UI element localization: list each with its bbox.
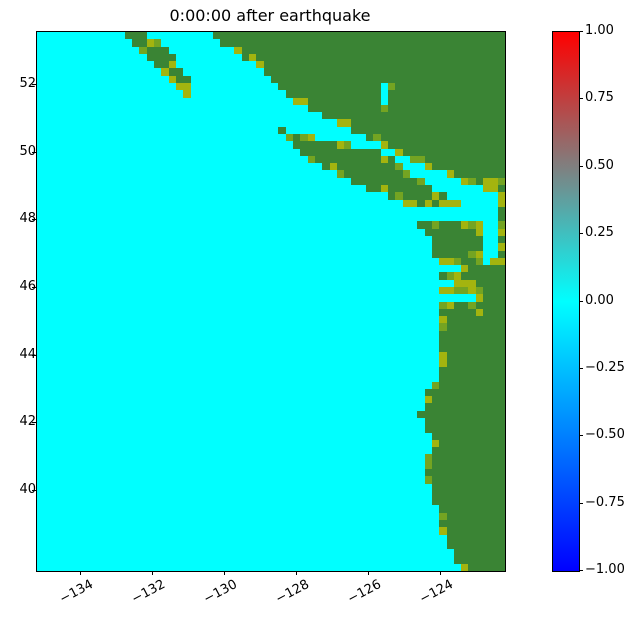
y-axis-tick — [32, 151, 36, 153]
x-axis-tick — [151, 571, 153, 575]
y-axis-tick-label: 52 — [19, 76, 36, 92]
y-axis-tick — [32, 422, 36, 424]
y-axis-tick — [32, 489, 36, 491]
x-axis-tick — [79, 571, 81, 575]
colorbar-tick-label: 0.00 — [585, 292, 614, 308]
x-axis-tick-label: −126 — [345, 577, 384, 608]
y-axis-tick-label: 40 — [19, 481, 36, 497]
colorbar-tick-label: −0.75 — [585, 494, 625, 510]
colorbar-tick — [579, 502, 583, 504]
x-axis-tick — [439, 571, 441, 575]
x-axis-tick — [223, 571, 225, 575]
x-axis-tick — [295, 571, 297, 575]
y-axis-tick-label: 44 — [19, 346, 36, 362]
map-axes — [36, 31, 506, 572]
x-axis-tick-label: −134 — [57, 577, 96, 608]
x-axis-tick — [367, 571, 369, 575]
y-axis-tick-label: 42 — [19, 414, 36, 430]
x-axis-tick-label: −130 — [201, 577, 240, 608]
y-axis-tick — [32, 354, 36, 356]
plot-title: 0:00:00 after earthquake — [169, 6, 371, 25]
colorbar-tick-label: 0.25 — [585, 225, 614, 241]
colorbar-tick — [579, 233, 583, 235]
y-axis-tick-label: 48 — [19, 211, 36, 227]
colorbar-tick-label: −0.25 — [585, 359, 625, 375]
colorbar-tick — [579, 165, 583, 167]
y-axis-tick — [32, 286, 36, 288]
colorbar-tick — [579, 367, 583, 369]
colorbar — [552, 31, 580, 572]
colorbar-tick — [579, 435, 583, 437]
colorbar-tick-label: −0.50 — [585, 427, 625, 443]
colorbar-tick — [579, 31, 583, 32]
colorbar-tick-label: 0.50 — [585, 157, 614, 173]
colorbar-tick — [579, 300, 583, 302]
x-axis-tick-label: −132 — [129, 577, 168, 608]
y-axis-tick-label: 46 — [19, 278, 36, 294]
colorbar-tick-label: −1.00 — [585, 562, 625, 577]
x-axis-tick-label: −124 — [417, 577, 456, 608]
x-axis-tick-label: −128 — [273, 577, 312, 608]
y-axis-tick-label: 50 — [19, 143, 36, 159]
colorbar-tick-label: 1.00 — [585, 23, 614, 38]
y-axis-tick — [32, 84, 36, 86]
map-canvas — [37, 32, 505, 571]
colorbar-tick — [579, 98, 583, 100]
y-axis-tick — [32, 219, 36, 221]
colorbar-tick — [579, 570, 583, 571]
colorbar-tick-label: 0.75 — [585, 90, 614, 106]
